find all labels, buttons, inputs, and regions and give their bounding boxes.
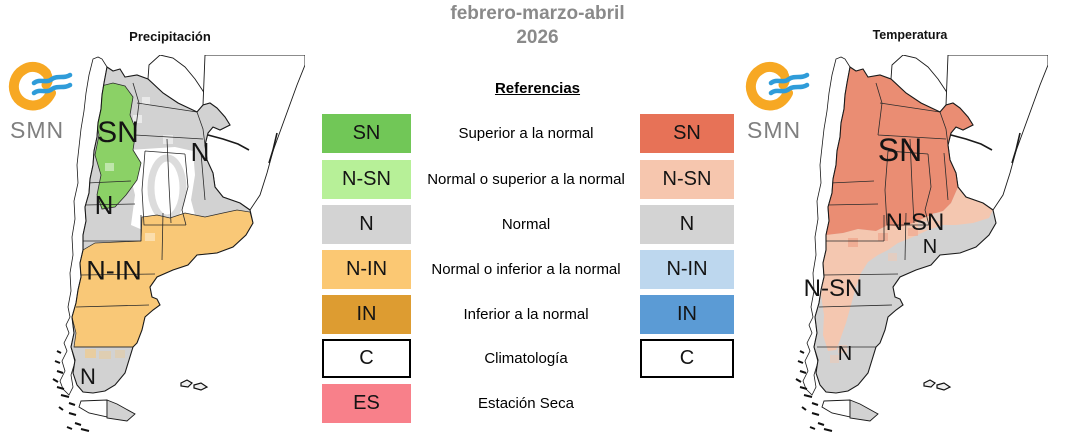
chile-fjords [795,350,833,432]
map-region-label: N [94,190,114,220]
smn-logo-icon: SMN [745,61,810,143]
legend-swatch-temp-c: C [640,339,734,378]
map-region-label: N [922,236,938,258]
legend-label: Superior a la normal [458,125,594,142]
precipitation-map-graphic [52,55,305,432]
map-region-label: N [837,343,853,365]
legend-heading: Referencias [494,80,581,97]
tierra-del-fuego-argentina [106,399,136,422]
legend-swatch-precip-in: IN [322,295,411,334]
legend-label: Normal [501,216,551,233]
temperature-map-title: Temperatura [872,28,948,42]
temperature-map: SN N-SN N N-SN N [788,55,1048,443]
page-title-line1: febrero-marzo-abril [450,3,625,24]
legend-label: Estación Seca [478,395,574,412]
uruguay-border-line [950,132,1021,164]
map-region-label: N [80,364,96,389]
legend-label: Inferior a la normal [463,306,589,323]
legend-swatch-temp-sn: SN [640,114,734,153]
tierra-del-fuego-chile [821,399,851,418]
smn-logo-text: SMN [747,117,801,143]
tierra-del-fuego-argentina [849,399,879,422]
map-region-label: SN [877,132,923,168]
smn-logo: SMN [8,58,80,146]
legend-swatch-temp-n: N [640,205,734,244]
map-region-label: N-SN [803,275,863,302]
chile-fjords [52,350,90,432]
smn-logo: SMN [745,58,817,146]
tierra-del-fuego-chile [78,399,108,418]
malvinas-islands [923,379,952,391]
province-borders [74,82,206,348]
map-region-label: N [190,137,210,167]
pixel-noise [85,97,173,359]
legend-label: Normal o inferior a la normal [431,261,621,278]
legend-swatch-temp-nin: N-IN [640,250,734,289]
map-region-label: N-IN [86,255,142,286]
legend-swatch-temp-in: IN [640,295,734,334]
page-title-line2: 2026 [516,26,559,48]
legend-swatch-precip-nin: N-IN [322,250,411,289]
pixel-noise [830,213,942,363]
legend-swatch-precip-nsn: N-SN [322,160,411,199]
malvinas-islands [180,379,209,391]
province-borders [817,82,949,348]
legend-swatch-temp-nsn: N-SN [640,160,734,199]
region-superior-salmon [826,67,973,235]
legend-swatch-precip-sn: SN [322,114,411,153]
region-superior-green [94,82,142,210]
legend-swatch-precip-es: ES [322,384,411,423]
legend-swatch-precip-n: N [322,205,411,244]
page-title: febrero-marzo-abril 2026 [380,2,695,50]
argentina-outline [813,66,997,394]
smn-logo-icon: SMN [8,61,73,143]
brazil-uruguay-shape [945,55,1048,211]
argentina-outline [70,66,254,394]
legend-swatch-precip-c: C [322,339,411,378]
smn-logo-text: SMN [10,117,64,143]
region-normal-superior-lightsalmon [821,187,993,351]
precipitation-map: SN N N N-IN N [45,55,305,443]
uruguay-border-line [207,132,278,164]
legend-label: Climatología [484,350,568,367]
legend-label: Normal o superior a la normal [427,171,625,188]
temperature-map-graphic [795,55,1048,432]
precipitation-map-title: Precipitación [129,29,211,44]
brazil-uruguay-shape [202,55,305,211]
map-region-label: SN [97,116,139,149]
map-region-label: N-SN [885,209,945,236]
